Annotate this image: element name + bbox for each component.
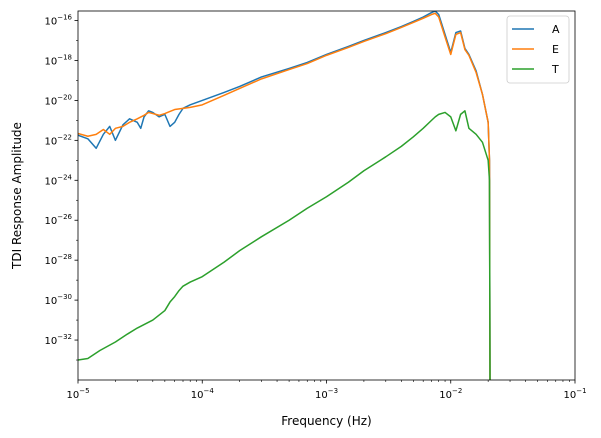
y-tick-label: 10−18 <box>44 53 72 67</box>
x-tick-label: 10−2 <box>439 387 462 401</box>
x-axis-label: Frequency (Hz) <box>281 414 372 428</box>
y-tick-label: 10−20 <box>44 93 72 107</box>
y-tick-label: 10−28 <box>44 253 72 267</box>
y-tick-label: 10−32 <box>44 333 72 347</box>
legend: AET <box>506 15 570 84</box>
x-tick-label: 10−3 <box>315 387 338 401</box>
y-tick-label: 10−22 <box>44 133 72 147</box>
legend-label-t: T <box>551 63 559 76</box>
y-tick-label: 10−24 <box>44 173 72 187</box>
series-layer <box>78 11 491 380</box>
y-tick-label: 10−30 <box>44 293 72 307</box>
y-tick-label: 10−26 <box>44 213 72 227</box>
series-line-e <box>78 12 491 380</box>
legend-label-e: E <box>552 43 559 56</box>
tick-layer: 10−5 10−4 10−3 10−2 10−1 10−32 10−30 10−28 10−26… <box>44 14 586 401</box>
x-tick-label: 10−5 <box>66 387 89 401</box>
legend-box <box>506 15 570 84</box>
y-tick-label: 10−16 <box>44 14 72 28</box>
x-tick-label: 10−4 <box>191 387 215 401</box>
x-tick-label: 10−1 <box>563 387 586 401</box>
legend-label-a: A <box>552 23 560 36</box>
series-line-t <box>78 110 491 380</box>
y-axis-label: TDI Response Amplitude <box>10 122 24 270</box>
series-line-a <box>78 11 491 380</box>
